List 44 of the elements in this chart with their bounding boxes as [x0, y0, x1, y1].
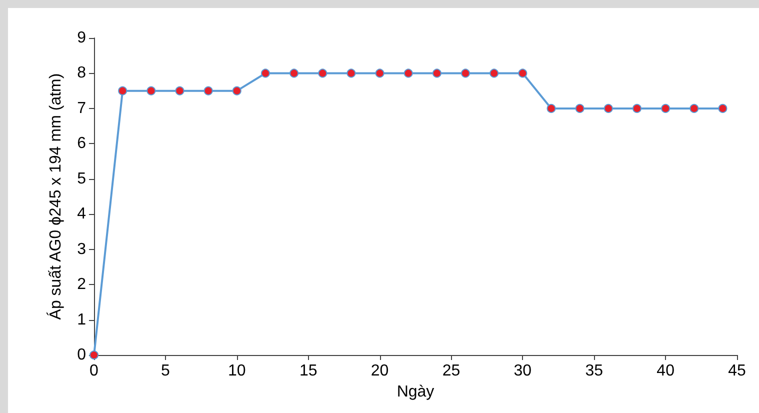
point — [318, 68, 328, 78]
point — [490, 68, 499, 78]
y-tick-label: 2 — [77, 276, 86, 294]
point — [232, 86, 242, 96]
y-tick-label: 4 — [77, 206, 86, 223]
x-tick-label: 20 — [370, 362, 389, 380]
point — [204, 86, 213, 96]
point — [404, 68, 413, 78]
y-tick-label: 3 — [77, 240, 86, 258]
point — [518, 68, 528, 78]
y-tick-label: 0 — [77, 346, 86, 364]
point — [575, 104, 584, 113]
y-tick-label: 5 — [77, 170, 86, 188]
point — [175, 86, 184, 96]
point — [604, 104, 613, 113]
x-tick-label: 45 — [728, 362, 746, 380]
x-tick-label: 15 — [299, 362, 318, 380]
x-tick-label: 35 — [585, 362, 604, 380]
point — [260, 68, 270, 78]
point — [661, 104, 670, 113]
x-axis-title: Ngày — [396, 383, 434, 400]
x-tick-label: 25 — [442, 362, 460, 380]
point — [375, 68, 384, 78]
point — [461, 68, 470, 78]
point — [118, 86, 128, 96]
x-tick-label: 10 — [228, 362, 246, 380]
point — [290, 68, 299, 78]
point — [146, 86, 156, 96]
point — [546, 104, 556, 113]
y-tick-label: 7 — [77, 100, 86, 117]
x-tick-label: 30 — [514, 362, 532, 380]
y-tick-label: 1 — [77, 311, 86, 328]
y-tick-label: 9 — [77, 30, 86, 46]
point — [432, 68, 442, 78]
point — [718, 104, 728, 113]
x-tick-label: 0 — [90, 362, 99, 380]
point — [632, 104, 642, 113]
y-axis-title: Áp suất AG0 ϕ245 x 194 mm (atm) — [46, 73, 64, 320]
y-tick-label: 6 — [77, 135, 86, 152]
x-tick-label: 5 — [160, 362, 170, 380]
point — [346, 68, 356, 78]
y-tick-label: 8 — [77, 64, 86, 82]
point — [690, 104, 699, 113]
x-tick-label: 40 — [656, 362, 675, 380]
